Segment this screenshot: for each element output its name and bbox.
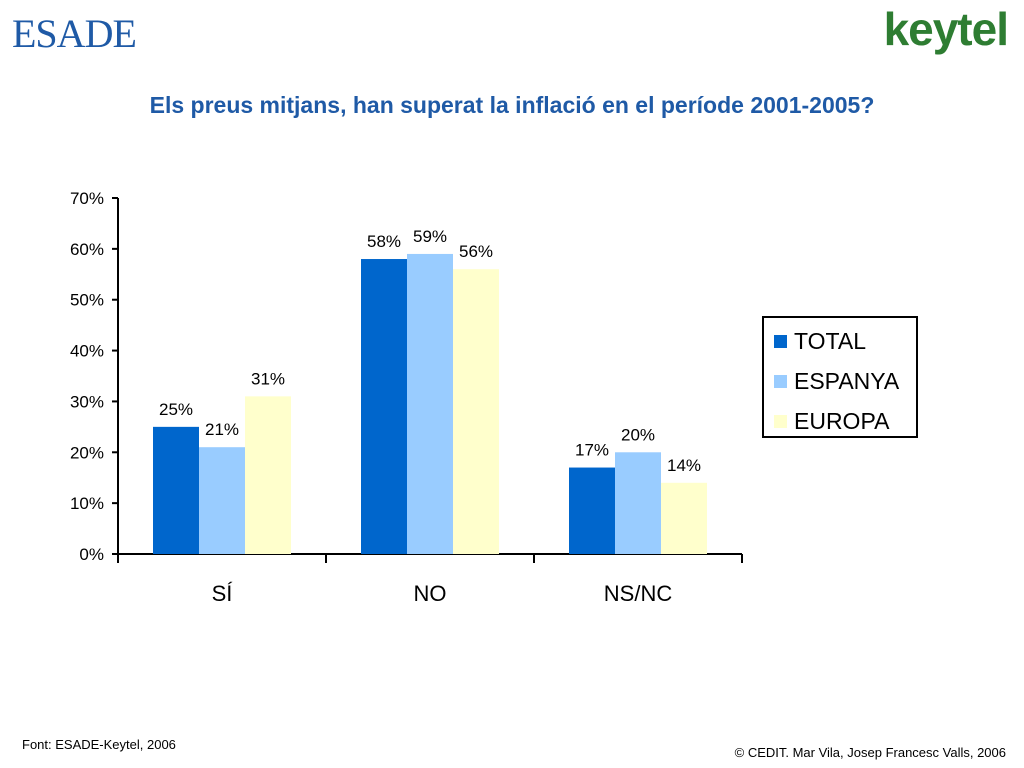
y-tick-label: 40% [70,342,104,361]
legend-item-europa: EUROPA [774,408,889,434]
chart-legend: TOTAL ESPANYA EUROPA [762,316,918,438]
bar [361,259,407,554]
legend-swatch-europa [774,414,787,428]
legend-item-total: TOTAL [774,328,866,354]
y-tick-label: 20% [70,443,104,462]
slide-title: Els preus mitjans, han superat la inflac… [149,92,875,118]
bar [453,269,499,554]
y-tick-label: 30% [70,392,104,411]
data-label: 58% [367,232,401,251]
data-label: 14% [667,456,701,475]
keytel-logo: keytel [883,3,1009,55]
bar [153,426,199,554]
y-tick-label: 10% [70,494,104,513]
bar [661,482,707,554]
legend-item-espanya: ESPANYA [774,368,899,394]
data-label: 31% [251,369,285,388]
y-tick-label: 50% [70,291,104,310]
bar [569,467,615,554]
data-label: 20% [621,425,655,444]
esade-logo: ESADE [12,11,137,56]
x-category-label: NO [414,581,447,606]
bar [615,452,661,554]
copyright-note: © CEDIT. Mar Vila, Josep Francesc Valls,… [734,745,1006,760]
legend-label-espanya: ESPANYA [794,367,900,394]
legend-label-europa: EUROPA [794,407,890,434]
x-category-label: SÍ [212,581,234,606]
y-tick-label: 70% [70,189,104,208]
data-label: 25% [159,400,193,419]
data-label: 21% [205,420,239,439]
bar [245,396,291,554]
data-label: 56% [459,242,493,261]
data-label: 17% [575,441,609,460]
bar [407,253,453,554]
source-note: Font: ESADE-Keytel, 2006 [22,737,176,752]
legend-swatch-espanya [774,374,787,388]
y-tick-label: 0% [79,545,104,564]
legend-label-total: TOTAL [794,327,866,354]
y-tick-label: 60% [70,240,104,259]
bar [199,447,245,554]
x-category-label: NS/NC [604,581,673,606]
data-label: 59% [413,227,447,246]
legend-swatch-total [774,334,787,348]
